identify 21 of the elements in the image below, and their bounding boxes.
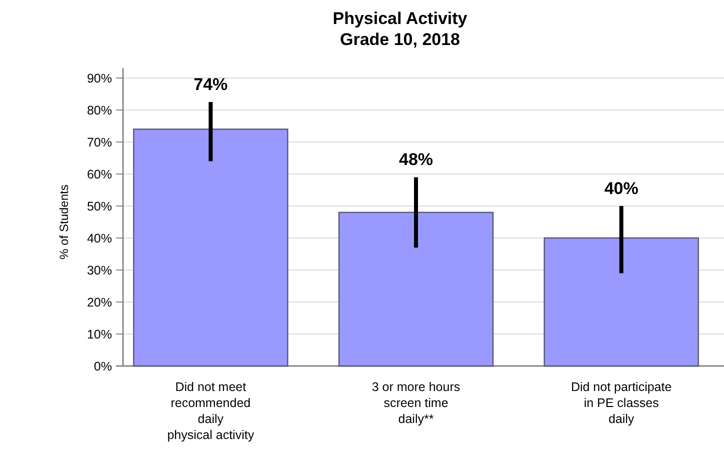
y-tick-label: 50% xyxy=(86,199,112,214)
data-label: 48% xyxy=(398,150,434,170)
bar xyxy=(338,212,494,367)
data-label: 40% xyxy=(604,179,638,198)
y-tick-label: 80% xyxy=(86,103,112,118)
x-tick-label: Did not participate in PE classes daily xyxy=(570,380,672,426)
y-tick-label: 40% xyxy=(86,231,112,246)
x-tick-label: Did not meet recommended daily physical activity xyxy=(167,380,255,442)
x-tick-label: 3 or more hours screen time daily** xyxy=(372,380,460,426)
data-label: 74% xyxy=(194,75,228,94)
y-tick-label: 10% xyxy=(86,327,112,342)
y-tick-label: 30% xyxy=(86,263,112,278)
y-axis-title: % of Students xyxy=(57,184,71,260)
chart-title: Physical Activity Grade 10, 2018 xyxy=(332,9,468,49)
y-tick-label: 60% xyxy=(86,167,112,182)
y-tick-label: 0% xyxy=(94,359,112,374)
y-tick-label: 90% xyxy=(86,71,112,86)
bar xyxy=(544,237,699,367)
y-tick-label: 70% xyxy=(86,135,112,150)
bar xyxy=(133,128,288,367)
y-tick-label: 20% xyxy=(86,295,112,310)
